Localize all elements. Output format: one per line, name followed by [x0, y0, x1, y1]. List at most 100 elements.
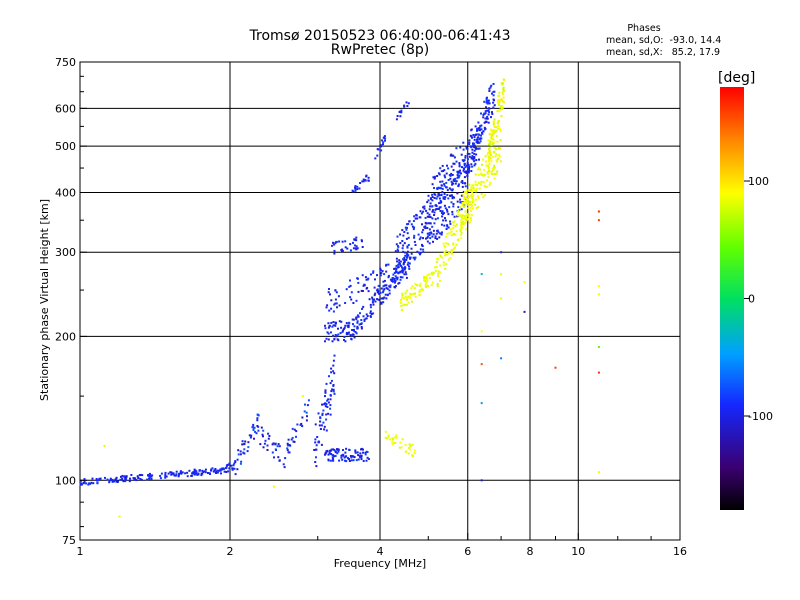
data-point [451, 213, 454, 216]
data-point [471, 207, 474, 210]
data-point [332, 324, 335, 327]
data-point [328, 309, 331, 312]
data-point [460, 219, 463, 222]
data-point [452, 248, 455, 250]
data-point [472, 195, 475, 197]
data-point [319, 417, 322, 420]
data-point [433, 193, 436, 196]
data-point [437, 258, 439, 261]
data-point [239, 453, 242, 456]
data-point [498, 101, 501, 104]
data-point [478, 187, 481, 190]
data-point [273, 456, 275, 459]
data-point [405, 298, 408, 301]
data-point [502, 90, 505, 93]
data-point [485, 99, 488, 102]
data-point [487, 121, 490, 124]
data-point [463, 164, 466, 167]
data-point [344, 302, 347, 304]
data-point [257, 413, 260, 416]
data-point [421, 243, 423, 246]
data-point [373, 286, 376, 289]
data-point [471, 148, 474, 151]
data-point [470, 195, 473, 198]
data-point [327, 291, 330, 294]
data-point [433, 211, 436, 214]
data-point [471, 198, 474, 201]
data-point [413, 258, 416, 261]
data-point [186, 475, 189, 478]
data-point [369, 303, 372, 306]
data-point [256, 419, 259, 422]
data-point [461, 182, 464, 185]
data-point [487, 176, 490, 179]
data-point [439, 187, 442, 190]
data-point [473, 145, 476, 148]
data-point [394, 285, 397, 287]
data-point [328, 375, 330, 378]
data-point [364, 317, 367, 320]
data-point [441, 180, 444, 183]
data-point [470, 163, 473, 166]
data-point [124, 476, 127, 479]
data-point [480, 173, 483, 176]
data-point [331, 388, 334, 391]
data-point [477, 173, 480, 176]
data-point [488, 184, 491, 187]
data-point [397, 263, 400, 266]
data-point [330, 379, 333, 382]
data-point [220, 468, 223, 471]
data-point [351, 455, 354, 458]
data-point [447, 213, 450, 216]
data-point [360, 458, 363, 461]
y-axis-label: Stationary phase Virtual Height [km] [38, 199, 51, 401]
data-point [356, 247, 359, 250]
data-point [484, 155, 487, 158]
data-point [452, 178, 455, 181]
data-point [364, 453, 367, 456]
data-point [403, 105, 406, 108]
data-point [332, 448, 335, 451]
data-point [109, 477, 112, 480]
data-point [150, 478, 153, 480]
data-point [468, 143, 471, 145]
data-point [332, 310, 335, 313]
data-point [141, 474, 144, 477]
data-point [329, 413, 332, 416]
data-point [327, 322, 330, 325]
data-point [286, 447, 289, 450]
data-point [216, 469, 219, 472]
data-point [493, 118, 496, 121]
data-point [500, 357, 503, 360]
data-point [85, 482, 88, 485]
data-point [485, 121, 488, 123]
data-point [461, 222, 464, 225]
data-point [496, 121, 499, 124]
data-point [492, 138, 495, 141]
data-point [497, 103, 500, 106]
data-point [499, 108, 502, 111]
data-point [322, 421, 325, 424]
data-point [481, 132, 484, 135]
data-point [333, 249, 336, 252]
data-point [418, 216, 421, 219]
data-point [383, 135, 386, 138]
data-point [341, 250, 343, 253]
data-point [476, 138, 479, 141]
data-point [467, 195, 470, 198]
data-point [470, 189, 473, 192]
data-point [241, 440, 244, 443]
data-point [384, 293, 387, 296]
data-point [393, 267, 396, 270]
data-point [402, 262, 405, 265]
data-point [416, 250, 419, 253]
data-point [402, 258, 405, 261]
data-point [287, 438, 290, 441]
data-point [473, 149, 476, 152]
data-point [395, 264, 398, 267]
data-point [445, 228, 448, 230]
data-point [344, 240, 347, 243]
data-point [488, 150, 491, 153]
data-point [333, 372, 336, 375]
data-point [502, 93, 505, 96]
